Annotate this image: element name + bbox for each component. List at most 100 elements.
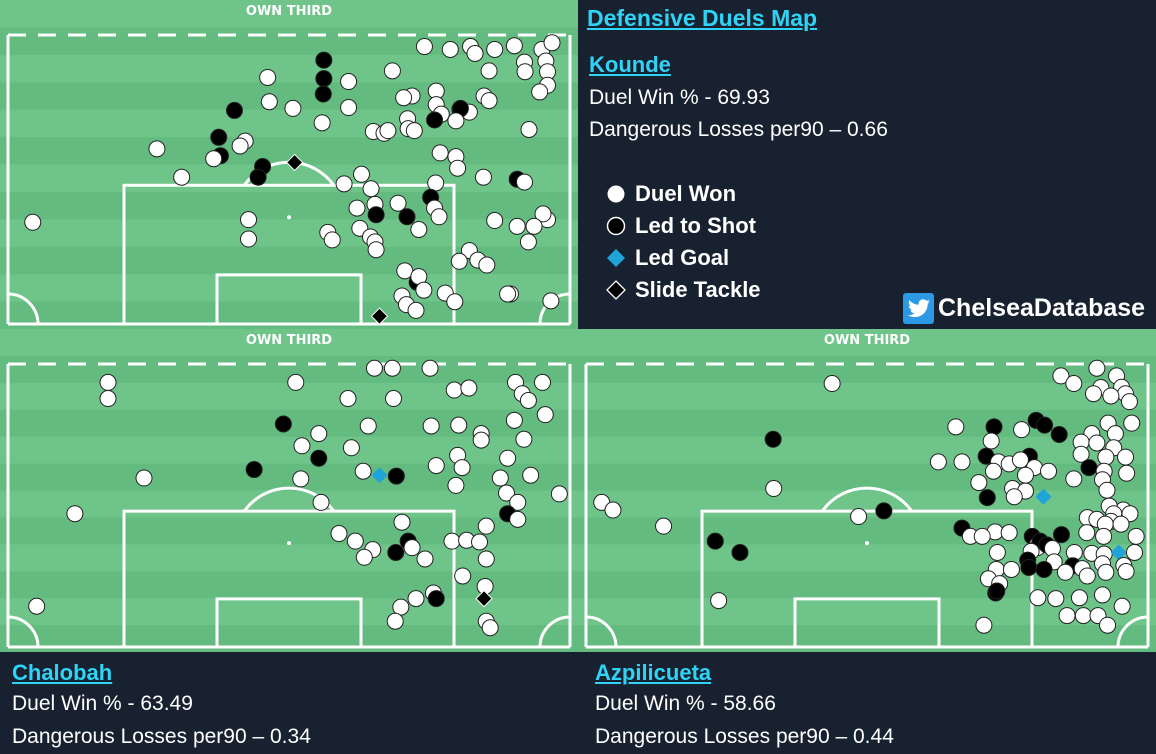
- led-to-shot-point: [245, 461, 263, 479]
- legend-label: Led to Shot: [635, 213, 756, 238]
- duel-won-point: [28, 597, 46, 615]
- duel-won-point: [466, 44, 484, 62]
- duel-won-point: [543, 34, 561, 52]
- duel-won-point: [1065, 375, 1083, 393]
- duel-won-point: [443, 532, 461, 550]
- pitch-chalobah: OWN THIRD: [0, 329, 578, 652]
- duel-won-point: [988, 543, 1006, 561]
- duel-won-point: [480, 62, 498, 80]
- led-to-shot-point: [706, 532, 724, 550]
- player-name-azpilicueta: Azpilicueta: [595, 660, 712, 685]
- duel-won-point: [359, 417, 377, 435]
- slide-tackle-point: [475, 589, 493, 608]
- led-to-shot-point: [314, 85, 332, 103]
- duel-won-point: [240, 211, 258, 229]
- duel-won-point: [310, 425, 328, 443]
- led-to-shot-point: [1050, 425, 1068, 443]
- duel-won-point: [292, 470, 310, 488]
- slide-tackle-point: [285, 153, 304, 172]
- duel-won-point: [365, 359, 383, 377]
- penalty-spot: [865, 541, 869, 546]
- duel-won-point: [710, 592, 728, 610]
- duel-won-point: [542, 292, 560, 310]
- duel-won-point: [1123, 414, 1141, 432]
- legend-label: Led Goal: [635, 245, 730, 270]
- own-third-label: OWN THIRD: [823, 333, 911, 348]
- duel-won-point: [1102, 387, 1120, 405]
- duel-won-point: [1029, 589, 1047, 607]
- duel-won-point: [982, 432, 1000, 450]
- led-to-shot-point: [310, 449, 328, 467]
- duel-won-point: [415, 38, 433, 56]
- duel-won-point: [312, 493, 330, 511]
- duel-won-point: [354, 462, 372, 480]
- duel-won-point: [1112, 515, 1130, 533]
- legend-item-led-to-shot: Led to Shot: [606, 210, 761, 242]
- pitch-azpilicueta: OWN THIRD: [578, 329, 1156, 652]
- duel-won-point: [505, 37, 523, 55]
- duel-won-point: [477, 550, 495, 568]
- duel-won-point: [1052, 367, 1070, 385]
- duel-won-point: [491, 469, 509, 487]
- led-to-shot-point: [367, 206, 385, 224]
- legend-label: Duel Won: [635, 181, 737, 206]
- duel-won-point: [1047, 590, 1065, 608]
- duel-won-point: [1106, 425, 1124, 443]
- led-goal-point: [1110, 544, 1127, 561]
- duel-won-point: [1088, 434, 1106, 452]
- duel-won-point: [385, 390, 403, 408]
- duel-won-point: [1058, 607, 1076, 625]
- duel-won-point: [362, 180, 380, 198]
- pitch-lines: [584, 362, 1150, 649]
- duel-won-point: [453, 459, 471, 477]
- duel-won-point: [477, 517, 495, 535]
- duel-won-point: [1127, 527, 1145, 545]
- twitter-icon: [903, 293, 934, 324]
- blue-diamond-icon: [607, 249, 625, 267]
- led-to-shot-point: [1036, 416, 1054, 434]
- duel-won-point: [481, 619, 499, 637]
- duel-won-point: [508, 217, 526, 235]
- duel-won-point: [1005, 488, 1023, 506]
- duel-won-point: [1078, 524, 1096, 542]
- led-to-shot-point: [315, 51, 333, 69]
- penalty-spot: [287, 541, 291, 546]
- duel-won-point: [1013, 421, 1031, 439]
- duel-won-point: [259, 68, 277, 86]
- duel-won-point: [352, 165, 370, 183]
- duel-won-point: [471, 533, 489, 551]
- duel-won-point: [342, 439, 360, 457]
- duel-won-point: [346, 532, 364, 550]
- chart-title: Defensive Duels Map: [587, 5, 818, 31]
- duel-won-point: [1011, 451, 1029, 469]
- pitch-field: [0, 329, 578, 652]
- duel-won-point: [386, 612, 404, 630]
- duel-won-point: [383, 359, 401, 377]
- duel-won-point: [970, 474, 988, 492]
- duel-won-point: [460, 379, 478, 397]
- duel-won-point: [1126, 543, 1144, 561]
- duel-won-point: [850, 508, 868, 526]
- duel-won-point: [446, 293, 464, 311]
- duel-won-point: [1097, 563, 1115, 581]
- duel-won-point: [531, 83, 549, 101]
- pitch-lines: [6, 362, 572, 649]
- duel-won-point: [450, 416, 468, 434]
- led-to-shot-point: [387, 467, 405, 485]
- pitch-svg: [578, 329, 1156, 652]
- duel-won-point: [1099, 616, 1117, 634]
- pitch-svg: [0, 329, 578, 652]
- duel-won-point: [509, 493, 527, 511]
- duel-win-kounde: Duel Win % - 69.93: [589, 86, 770, 109]
- duel-won-point: [407, 301, 425, 319]
- duel-won-point: [973, 527, 991, 545]
- duel-won-point: [335, 175, 353, 193]
- duel-won-point: [1093, 586, 1111, 604]
- led-to-shot-point: [315, 70, 333, 88]
- duel-won-point: [550, 485, 568, 503]
- duel-won-point: [516, 63, 534, 81]
- duel-won-point: [323, 231, 341, 249]
- duel-won-point: [395, 89, 413, 107]
- duel-won-point: [515, 173, 533, 191]
- duel-won-point: [392, 598, 410, 616]
